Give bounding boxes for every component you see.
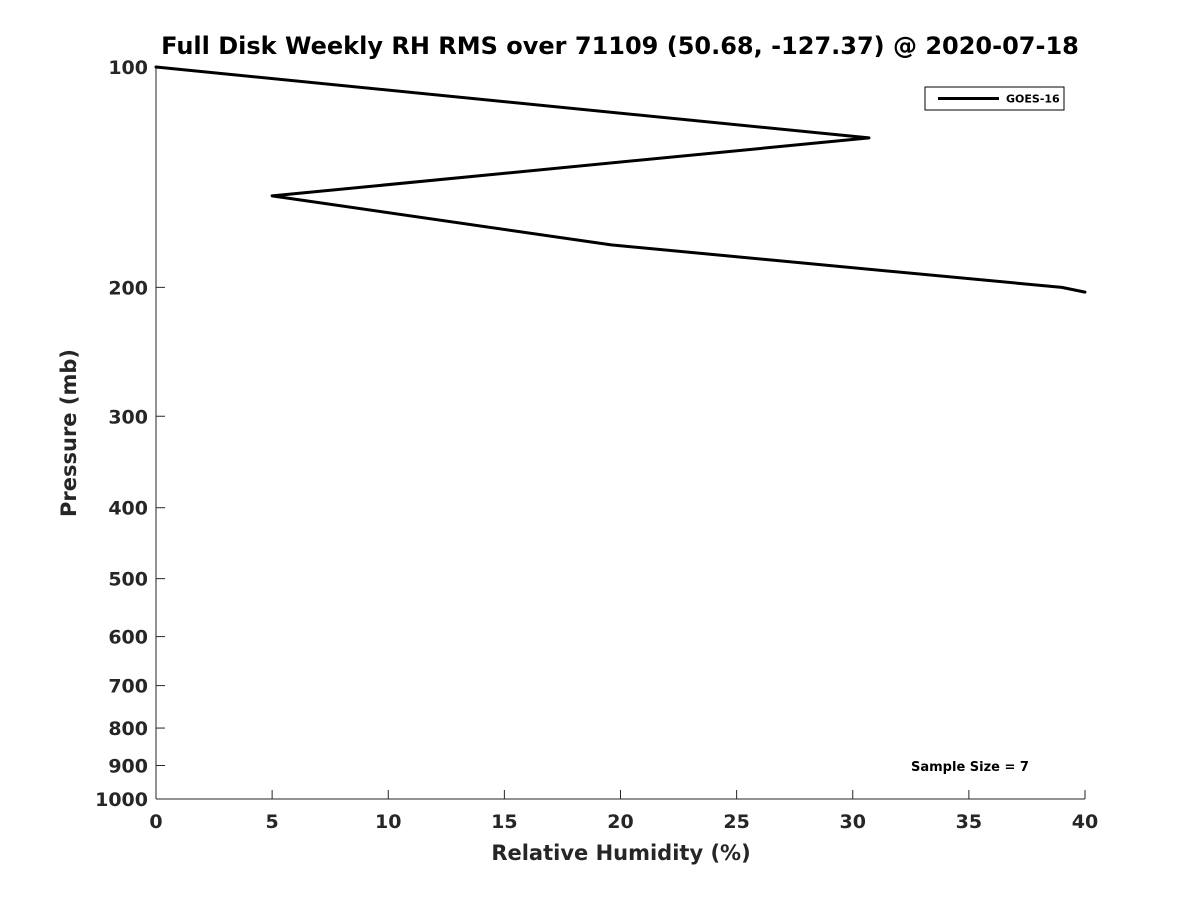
x-tick-label: 40 — [1072, 811, 1098, 833]
y-tick-label: 700 — [108, 676, 148, 698]
series-layer — [154, 65, 1087, 294]
y-tick-label: 200 — [108, 277, 148, 299]
y-tick-label: 500 — [108, 569, 148, 591]
x-tick-label: 30 — [840, 811, 866, 833]
x-tick-label: 20 — [607, 811, 633, 833]
legend: GOES-16 — [924, 86, 1065, 111]
x-tick-label: 5 — [266, 811, 279, 833]
x-tick-label: 35 — [956, 811, 982, 833]
y-tick-label: 1000 — [95, 789, 148, 811]
x-axis-label: Relative Humidity (%) — [491, 841, 750, 865]
y-tick-label: 800 — [108, 718, 148, 740]
x-tick-label: 10 — [375, 811, 401, 833]
y-tick-label: 300 — [108, 406, 148, 428]
y-tick-label: 600 — [108, 627, 148, 649]
y-tick-label: 900 — [108, 756, 148, 778]
y-tick-label: 400 — [108, 498, 148, 520]
y-axis: 100 200 300 400 500 600 700 800 900 1000 — [95, 57, 165, 811]
y-axis-label: Pressure (mb) — [57, 349, 81, 517]
legend-label-goes-16: GOES-16 — [1006, 93, 1060, 106]
series-line-goes-16 — [154, 65, 1087, 294]
x-tick-label: 15 — [491, 811, 517, 833]
y-tick-label: 100 — [108, 57, 148, 79]
chart-title: Full Disk Weekly RH RMS over 71109 (50.6… — [161, 32, 1079, 60]
x-axis: 0 5 10 15 20 25 30 35 40 — [149, 790, 1098, 833]
x-tick-label: 0 — [149, 811, 162, 833]
sample-size-annotation: Sample Size = 7 — [911, 760, 1029, 775]
x-tick-label: 25 — [723, 811, 749, 833]
